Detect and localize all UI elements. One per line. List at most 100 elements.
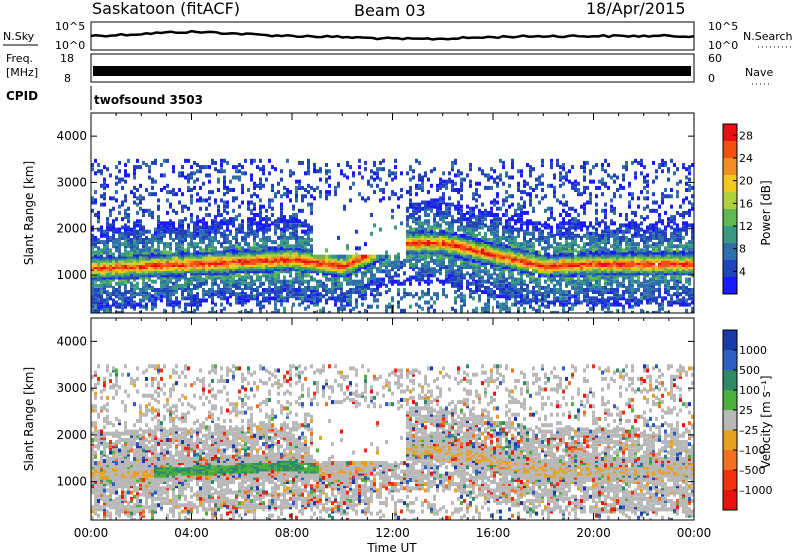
power-cell [427, 240, 430, 245]
power-cell [160, 256, 163, 261]
power-cell [289, 215, 292, 220]
power-cell [436, 223, 439, 228]
power-cell [559, 229, 562, 234]
power-cell [280, 242, 283, 247]
power-cell [463, 227, 466, 232]
power-cell [481, 258, 484, 263]
power-cell [103, 185, 106, 190]
power-cell [496, 206, 499, 211]
power-cell [508, 275, 511, 280]
power-cell [274, 254, 277, 259]
cpid-label: CPID [6, 89, 38, 103]
power-cell [172, 167, 175, 172]
power-cell [460, 308, 463, 313]
power-cell [571, 281, 574, 286]
power-cell [151, 279, 154, 284]
power-cell [469, 281, 472, 286]
power-cell [313, 294, 316, 299]
power-cell [211, 277, 214, 282]
power-cell [457, 271, 460, 276]
power-cell [394, 271, 397, 276]
power-cell [310, 252, 313, 257]
power-cell [100, 231, 103, 236]
power-cell [301, 296, 304, 301]
power-cell [265, 235, 268, 240]
power-cell [229, 265, 232, 270]
power-cell [445, 273, 448, 278]
power-cell [442, 200, 445, 205]
power-cell [379, 258, 382, 263]
power-cell [397, 252, 400, 257]
power-cell [259, 250, 262, 255]
power-cell [532, 167, 535, 172]
power-cell [259, 215, 262, 220]
power-cell [259, 263, 262, 267]
power-cell [433, 246, 436, 251]
power-cell [184, 250, 187, 255]
power-cell [520, 281, 523, 286]
power-cell [466, 279, 469, 284]
power-cell [238, 260, 241, 265]
power-cell [289, 217, 292, 222]
power-cell [103, 258, 106, 263]
power-cell [298, 267, 301, 272]
power-cell [547, 260, 550, 265]
power-cell [226, 296, 229, 301]
power-cell [289, 173, 292, 178]
power-cell [232, 196, 235, 201]
power-cell [235, 281, 238, 286]
power-cell [532, 248, 535, 253]
power-cell [562, 292, 565, 297]
power-cell [94, 244, 97, 249]
power-cell [520, 248, 523, 253]
power-cell [196, 256, 199, 261]
power-cell [331, 292, 334, 297]
power-cell [127, 225, 130, 230]
power-cell [460, 306, 463, 311]
power-cell [208, 196, 211, 201]
power-cell [133, 221, 136, 226]
power-cell [460, 281, 463, 286]
power-cell [466, 227, 469, 232]
power-cell [376, 279, 379, 284]
power-cell [226, 290, 229, 295]
power-cell [289, 252, 292, 257]
power-cell [289, 225, 292, 230]
power-cell [532, 267, 535, 272]
power-cell [157, 260, 160, 265]
power-cell [424, 267, 427, 272]
power-cell [307, 265, 310, 270]
power-cell [154, 248, 157, 253]
power-cell [568, 258, 571, 263]
power-cell [502, 160, 505, 165]
power-cell [439, 258, 442, 263]
power-cell [94, 283, 97, 288]
power-cell [388, 304, 391, 309]
power-cell [349, 298, 352, 303]
power-cell [574, 267, 577, 272]
power-cell [319, 167, 322, 172]
power-cell [250, 294, 253, 299]
power-cell [145, 238, 148, 242]
power-cell [475, 254, 478, 259]
power-cell [544, 265, 547, 270]
power-cell [463, 229, 466, 234]
power-cell [250, 227, 253, 232]
power-cell [502, 254, 505, 259]
power-cell [202, 254, 205, 259]
power-cell [160, 298, 163, 303]
power-cell [325, 277, 328, 282]
power-cell [436, 188, 439, 192]
power-cell [427, 288, 430, 292]
power-cell [310, 265, 313, 270]
power-cell [310, 277, 313, 282]
power-cell [154, 231, 157, 236]
power-cell [433, 252, 436, 257]
power-cell [526, 181, 529, 186]
power-cell [319, 265, 322, 270]
power-cell [367, 179, 370, 184]
power-cell [451, 233, 454, 238]
power-cell [574, 227, 577, 232]
power-cell [328, 254, 331, 259]
power-cell [424, 244, 427, 249]
